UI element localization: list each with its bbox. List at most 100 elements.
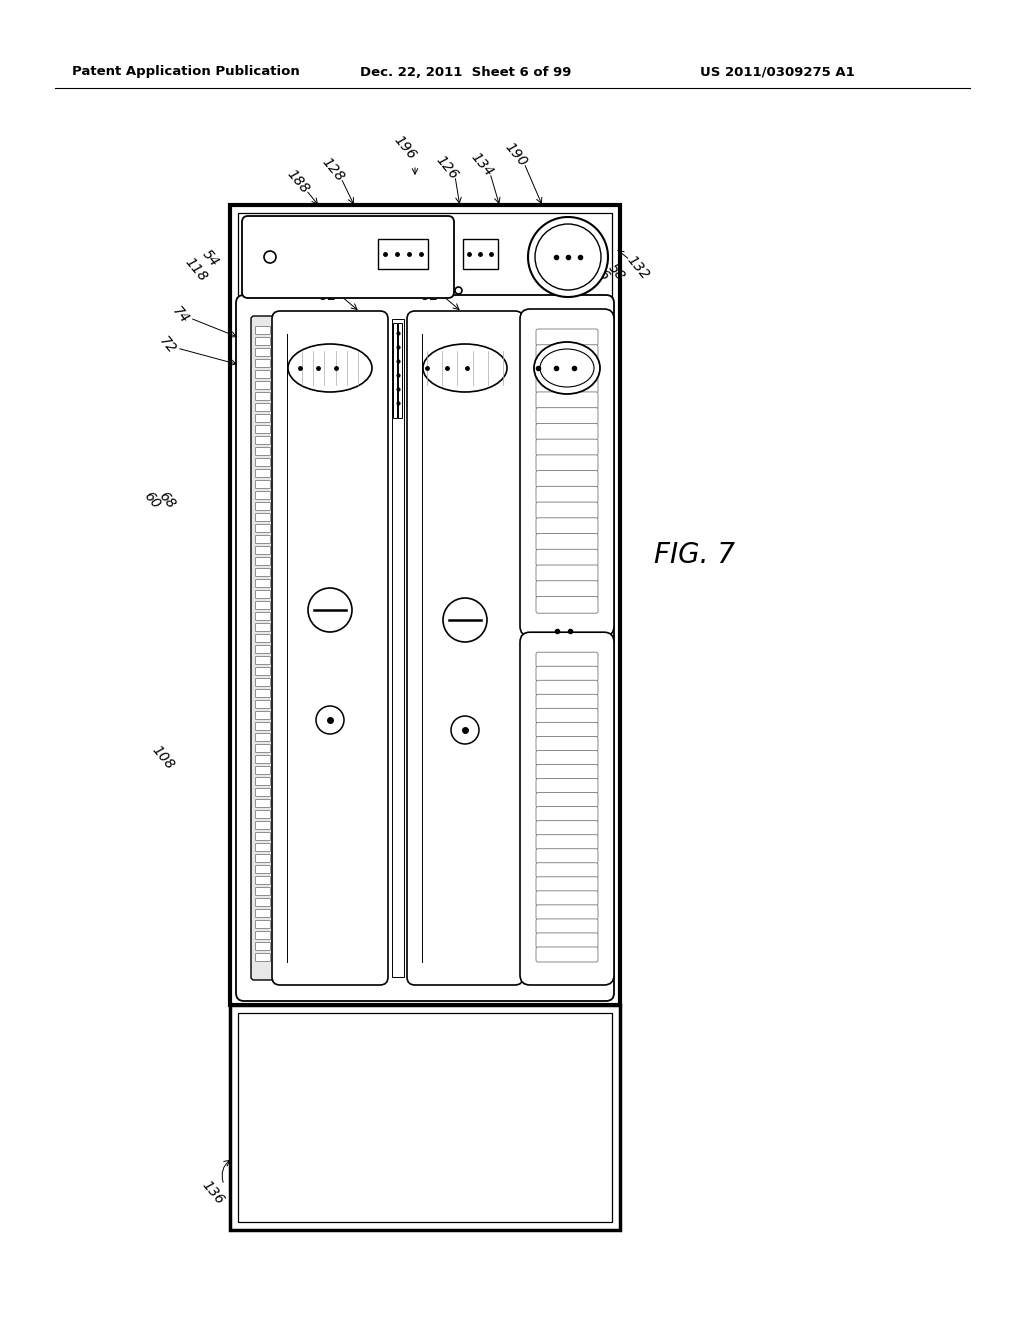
Circle shape [451, 715, 479, 744]
Text: 128: 128 [319, 156, 347, 185]
Text: 92: 92 [421, 289, 439, 304]
FancyBboxPatch shape [536, 834, 598, 850]
FancyBboxPatch shape [536, 424, 598, 440]
FancyBboxPatch shape [536, 565, 598, 582]
FancyBboxPatch shape [256, 590, 270, 598]
Text: 196: 196 [391, 133, 419, 162]
Text: 56: 56 [590, 261, 612, 284]
FancyBboxPatch shape [536, 502, 598, 519]
FancyBboxPatch shape [272, 312, 388, 985]
FancyBboxPatch shape [536, 722, 598, 738]
FancyBboxPatch shape [536, 876, 598, 892]
Text: 126: 126 [433, 153, 461, 182]
FancyBboxPatch shape [256, 656, 270, 664]
Text: 92: 92 [319, 289, 337, 304]
FancyBboxPatch shape [536, 471, 598, 487]
FancyBboxPatch shape [256, 744, 270, 752]
FancyBboxPatch shape [536, 376, 598, 393]
FancyBboxPatch shape [256, 810, 270, 818]
Text: 58: 58 [605, 261, 627, 284]
Text: Patent Application Publication: Patent Application Publication [72, 66, 300, 78]
FancyBboxPatch shape [536, 751, 598, 766]
FancyBboxPatch shape [256, 513, 270, 521]
FancyBboxPatch shape [256, 645, 270, 653]
FancyBboxPatch shape [536, 408, 598, 425]
Text: 60: 60 [141, 488, 163, 511]
Bar [398, 323, 402, 418]
FancyBboxPatch shape [536, 764, 598, 780]
Text: FIG. 7: FIG. 7 [654, 541, 735, 569]
Text: 62: 62 [577, 450, 599, 474]
Bar [463, 239, 498, 269]
FancyBboxPatch shape [256, 932, 270, 940]
FancyBboxPatch shape [256, 524, 270, 532]
Bar [378, 239, 428, 269]
Text: 190: 190 [502, 140, 529, 170]
FancyBboxPatch shape [236, 294, 614, 1001]
FancyBboxPatch shape [256, 338, 270, 346]
Ellipse shape [534, 342, 600, 393]
FancyBboxPatch shape [256, 381, 270, 389]
FancyBboxPatch shape [256, 887, 270, 895]
FancyBboxPatch shape [256, 668, 270, 676]
FancyBboxPatch shape [536, 779, 598, 793]
FancyBboxPatch shape [536, 946, 598, 962]
Text: 108: 108 [150, 743, 177, 772]
FancyBboxPatch shape [256, 678, 270, 686]
FancyBboxPatch shape [536, 533, 598, 550]
FancyBboxPatch shape [256, 557, 270, 565]
FancyBboxPatch shape [536, 709, 598, 723]
Text: 72: 72 [156, 334, 178, 356]
Bar [393, 323, 397, 418]
FancyBboxPatch shape [520, 632, 614, 985]
Bar [238, 213, 612, 997]
FancyBboxPatch shape [256, 623, 270, 631]
Circle shape [308, 587, 352, 632]
FancyBboxPatch shape [536, 737, 598, 751]
FancyBboxPatch shape [536, 329, 598, 346]
FancyBboxPatch shape [536, 821, 598, 836]
FancyBboxPatch shape [536, 486, 598, 503]
FancyBboxPatch shape [536, 863, 598, 878]
FancyBboxPatch shape [536, 680, 598, 696]
Text: 118: 118 [182, 255, 210, 285]
FancyBboxPatch shape [536, 597, 598, 614]
FancyBboxPatch shape [256, 371, 270, 379]
FancyBboxPatch shape [520, 309, 614, 636]
FancyBboxPatch shape [256, 458, 270, 466]
FancyBboxPatch shape [256, 854, 270, 862]
Bar [392, 319, 404, 977]
FancyBboxPatch shape [536, 652, 598, 667]
FancyBboxPatch shape [256, 404, 270, 412]
Circle shape [528, 216, 608, 297]
FancyBboxPatch shape [536, 694, 598, 709]
FancyBboxPatch shape [536, 667, 598, 681]
FancyBboxPatch shape [256, 909, 270, 917]
Circle shape [316, 706, 344, 734]
Text: 68: 68 [156, 488, 178, 511]
FancyBboxPatch shape [536, 440, 598, 455]
FancyBboxPatch shape [256, 711, 270, 719]
Text: 130: 130 [316, 436, 343, 450]
FancyBboxPatch shape [256, 470, 270, 478]
FancyBboxPatch shape [256, 503, 270, 511]
FancyBboxPatch shape [536, 581, 598, 598]
FancyBboxPatch shape [536, 455, 598, 471]
FancyBboxPatch shape [256, 689, 270, 697]
Bar [230, 1005, 620, 1230]
Ellipse shape [423, 345, 507, 392]
FancyBboxPatch shape [256, 953, 270, 961]
FancyBboxPatch shape [256, 833, 270, 841]
FancyBboxPatch shape [256, 612, 270, 620]
FancyBboxPatch shape [407, 312, 523, 985]
FancyBboxPatch shape [536, 792, 598, 808]
FancyBboxPatch shape [536, 392, 598, 409]
FancyBboxPatch shape [536, 517, 598, 535]
FancyBboxPatch shape [536, 345, 598, 362]
Text: 76: 76 [569, 624, 591, 647]
FancyBboxPatch shape [256, 843, 270, 851]
FancyBboxPatch shape [256, 359, 270, 367]
Circle shape [443, 598, 487, 642]
FancyBboxPatch shape [256, 536, 270, 544]
FancyBboxPatch shape [256, 777, 270, 785]
